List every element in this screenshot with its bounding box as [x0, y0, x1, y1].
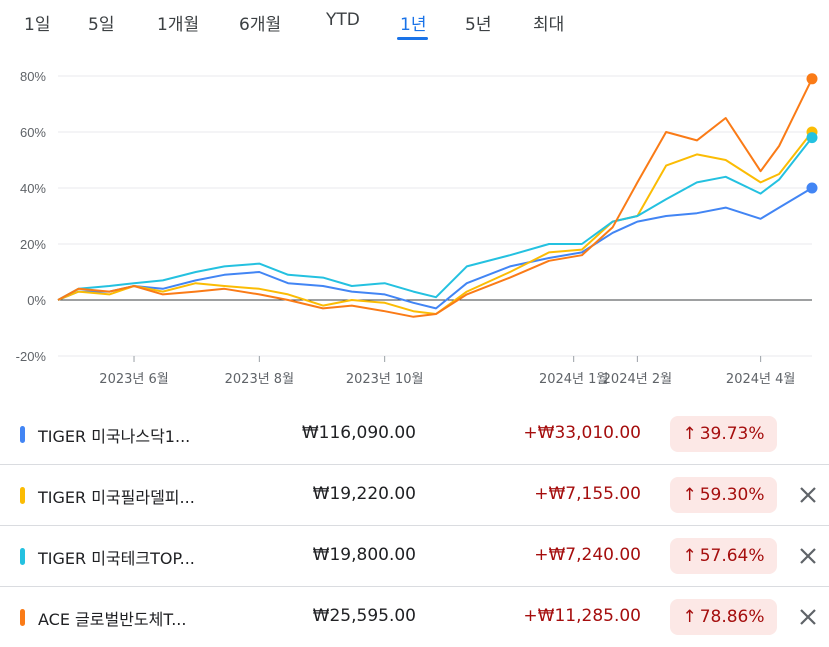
- tab-1d[interactable]: 1일: [24, 15, 51, 35]
- chart-grid: [58, 75, 812, 362]
- arrow-up-icon: ↑: [682, 424, 697, 444]
- y-tick-label: 60%: [20, 125, 46, 140]
- series-color-swatch: [20, 609, 25, 626]
- x-tick-label: 2023년 6월: [99, 372, 168, 387]
- security-name: TIGER 미국나스닥1...: [38, 427, 191, 446]
- close-icon[interactable]: [794, 542, 822, 570]
- percent-value: 59.30%: [699, 485, 765, 505]
- series-line: [57, 136, 813, 301]
- price: ₩25,595.00: [312, 606, 416, 626]
- security-name: TIGER 미국필라델피...: [38, 488, 195, 507]
- x-tick-label: 2023년 8월: [225, 372, 294, 387]
- comparison-chart[interactable]: 80%60%40%20%0%-20% 2023년 6월 2023년 8월 2023년…: [0, 50, 829, 395]
- price-change: +₩7,155.00: [534, 484, 641, 504]
- tab-max[interactable]: 최대: [533, 15, 565, 35]
- series-line: [57, 78, 813, 318]
- price-change: +₩33,010.00: [523, 423, 641, 443]
- arrow-up-icon: ↑: [682, 485, 697, 505]
- x-tick-label: 2024년 2월: [603, 372, 672, 387]
- close-icon[interactable]: [794, 481, 822, 509]
- x-tick-label: 2024년 4월: [726, 372, 795, 387]
- tab-5d[interactable]: 5일: [88, 15, 115, 35]
- percent-value: 57.64%: [699, 546, 765, 566]
- percent-change-badge: ↑ 39.73%: [670, 416, 777, 452]
- arrow-up-icon: ↑: [682, 607, 697, 627]
- list-item[interactable]: ACE 글로벌반도체T... ₩25,595.00 +₩11,285.00 ↑ 7…: [0, 586, 829, 647]
- tab-6m[interactable]: 6개월: [239, 15, 282, 35]
- price-change: +₩11,285.00: [523, 606, 641, 626]
- y-tick-label: 0%: [27, 293, 46, 308]
- series-color-swatch: [20, 487, 25, 504]
- series-lines: [57, 78, 813, 318]
- series-line: [57, 131, 813, 315]
- arrow-up-icon: ↑: [682, 546, 697, 566]
- security-name: ACE 글로벌반도체T...: [38, 610, 187, 629]
- list-item[interactable]: TIGER 미국테크TOP... ₩19,800.00 +₩7,240.00 ↑…: [0, 525, 829, 586]
- y-tick-label: 80%: [20, 69, 46, 84]
- series-end-dot: [806, 73, 818, 85]
- series-line: [57, 187, 813, 310]
- price: ₩116,090.00: [301, 423, 416, 443]
- x-tick-label: 2024년 1월: [539, 372, 608, 387]
- y-tick-label: -20%: [16, 349, 47, 364]
- list-item[interactable]: TIGER 미국필라델피... ₩19,220.00 +₩7,155.00 ↑ 5…: [0, 464, 829, 525]
- percent-change-badge: ↑ 57.64%: [670, 538, 777, 574]
- x-tick-label: 2023년 10월: [346, 372, 424, 387]
- close-icon[interactable]: [794, 603, 822, 631]
- price: ₩19,800.00: [312, 545, 416, 565]
- price-change: +₩7,240.00: [534, 545, 641, 565]
- percent-change-badge: ↑ 59.30%: [670, 477, 777, 513]
- tab-5y[interactable]: 5년: [465, 15, 492, 35]
- series-color-swatch: [20, 548, 25, 565]
- range-tabs: 1일 5일 1개월 6개월 YTD 1년 5년 최대: [0, 0, 829, 46]
- y-axis-labels: 80% 60% 40% 20% 0% -20%: [16, 69, 47, 364]
- percent-change-badge: ↑ 78.86%: [670, 599, 777, 635]
- y-tick-label: 20%: [20, 237, 46, 252]
- list-item[interactable]: TIGER 미국나스닥1... ₩116,090.00 +₩33,010.00 …: [0, 404, 829, 464]
- security-name: TIGER 미국테크TOP...: [38, 549, 195, 568]
- percent-value: 39.73%: [699, 424, 765, 444]
- price: ₩19,220.00: [312, 484, 416, 504]
- tab-1m[interactable]: 1개월: [157, 15, 200, 35]
- active-tab-indicator: [397, 37, 428, 40]
- series-end-dot: [806, 182, 818, 194]
- series-color-swatch: [20, 426, 25, 443]
- series-end-dot: [806, 132, 818, 144]
- y-tick-label: 40%: [20, 181, 46, 196]
- series-end-dots: [806, 73, 818, 194]
- tab-1y[interactable]: 1년: [400, 15, 427, 35]
- percent-value: 78.86%: [699, 607, 765, 627]
- tab-ytd[interactable]: YTD: [326, 10, 360, 30]
